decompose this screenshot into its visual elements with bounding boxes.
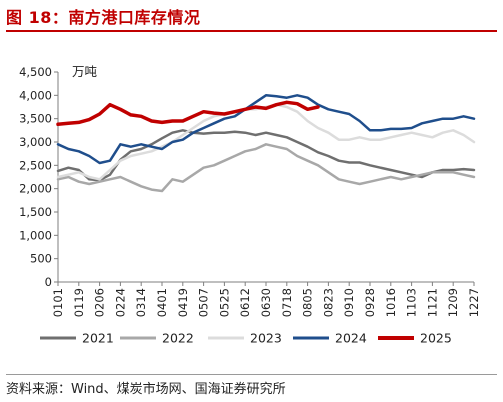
- series-line-2024: [56, 94, 476, 165]
- figure-title: 图 18：南方港口库存情况: [6, 8, 201, 27]
- x-tick-label: 0101: [51, 288, 65, 317]
- x-tick-label: 0525: [217, 288, 231, 317]
- legend-label-2025: 2025: [420, 331, 452, 346]
- x-tick-label: 0612: [238, 288, 252, 317]
- x-tick-label: 0507: [197, 288, 211, 317]
- x-tick-label: 0928: [363, 288, 377, 317]
- series-line-2023: [56, 103, 476, 181]
- x-tick-label: 0224: [113, 288, 127, 317]
- y-tick-label: 3,000: [19, 135, 52, 149]
- y-tick-label: 2,000: [19, 182, 52, 196]
- y-tick-label: 3,500: [19, 112, 52, 126]
- x-tick-label: 1121: [425, 288, 439, 317]
- series-line-2025: [56, 100, 320, 127]
- x-tick-label: 0419: [176, 288, 190, 317]
- x-tick-label: 1227: [467, 288, 481, 317]
- title-rule: [6, 30, 497, 32]
- source-note: 资料来源：Wind、煤炭市场网、国海证券研究所: [6, 382, 286, 397]
- series-line-2021: [56, 129, 476, 182]
- y-tick-label: 500: [30, 252, 52, 266]
- y-tick-label: 2,500: [19, 158, 52, 172]
- x-tick-label: 1209: [446, 288, 460, 317]
- y-tick-label: 4,500: [19, 65, 52, 79]
- x-tick-label: 0823: [321, 288, 335, 317]
- x-tick-label: 0630: [259, 288, 273, 317]
- chart-legend: 2021 2022 2023 2024 2025: [40, 331, 452, 346]
- y-tick-label: 1,000: [19, 228, 52, 242]
- x-tick-label: 0314: [134, 288, 148, 317]
- y-tick-label: 4,000: [19, 88, 52, 102]
- legend-label-2022: 2022: [162, 331, 194, 346]
- x-tick-label: 1016: [384, 288, 398, 317]
- y-tick-label: 1,500: [19, 205, 52, 219]
- chart: 0 500 1,000 1,500 2,000 2,500 3,000 3,500 4,000 4…: [19, 64, 481, 346]
- legend-label-2024: 2024: [335, 331, 367, 346]
- series-line-2022: [56, 143, 476, 193]
- footer-rule: [6, 374, 497, 375]
- x-tick-label: 0805: [301, 288, 315, 317]
- x-tick-label: 1103: [405, 288, 419, 317]
- x-tick-label: 0119: [72, 288, 86, 317]
- legend-label-2023: 2023: [250, 331, 282, 346]
- chart-series-layer: [56, 94, 476, 193]
- chart-axes: 0 500 1,000 1,500 2,000 2,500 3,000 3,500 4,000 4…: [19, 65, 481, 317]
- x-tick-label: 0718: [280, 288, 294, 317]
- x-tick-label: 0206: [93, 288, 107, 317]
- x-tick-label: 0401: [155, 288, 169, 317]
- legend-label-2021: 2021: [82, 331, 114, 346]
- y-unit-label: 万吨: [72, 64, 98, 79]
- x-tick-label: 0910: [342, 288, 356, 317]
- y-tick-label: 0: [45, 275, 52, 289]
